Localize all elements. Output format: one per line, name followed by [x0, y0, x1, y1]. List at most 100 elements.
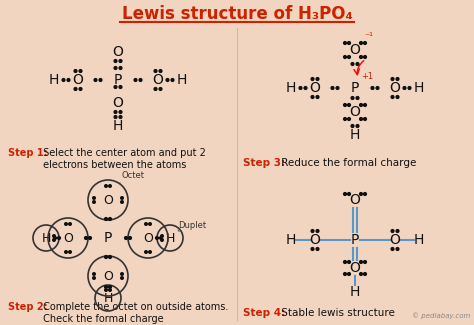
Circle shape: [356, 63, 359, 65]
Circle shape: [145, 223, 147, 225]
Circle shape: [360, 118, 363, 120]
Circle shape: [161, 239, 164, 241]
Circle shape: [344, 193, 346, 195]
Circle shape: [134, 79, 137, 81]
Circle shape: [360, 104, 363, 106]
Circle shape: [347, 56, 350, 58]
Circle shape: [391, 96, 394, 98]
Circle shape: [109, 286, 111, 288]
Circle shape: [171, 79, 174, 81]
Circle shape: [364, 118, 366, 120]
Circle shape: [69, 251, 71, 253]
Circle shape: [79, 70, 82, 72]
Circle shape: [105, 289, 107, 291]
Circle shape: [99, 79, 102, 81]
Text: O: O: [349, 193, 360, 207]
Circle shape: [121, 277, 123, 279]
Text: O: O: [112, 96, 123, 110]
Circle shape: [121, 273, 123, 275]
Circle shape: [62, 79, 65, 81]
Text: O: O: [112, 45, 123, 59]
Text: Stable lewis structure: Stable lewis structure: [278, 308, 395, 318]
Circle shape: [304, 86, 307, 89]
Text: P: P: [114, 73, 122, 87]
Text: O: O: [103, 269, 113, 282]
Text: Octet: Octet: [122, 171, 145, 180]
Text: H: H: [165, 231, 175, 244]
Circle shape: [347, 261, 350, 263]
Circle shape: [53, 235, 55, 237]
Circle shape: [311, 96, 314, 98]
Text: H: H: [113, 119, 123, 133]
Circle shape: [316, 96, 319, 98]
Circle shape: [94, 79, 97, 81]
Circle shape: [331, 86, 334, 89]
Circle shape: [149, 223, 151, 225]
Circle shape: [360, 42, 363, 45]
Circle shape: [360, 273, 363, 275]
Circle shape: [114, 111, 117, 113]
Circle shape: [364, 104, 366, 106]
Circle shape: [114, 116, 117, 118]
Circle shape: [371, 86, 374, 89]
Text: H: H: [286, 81, 296, 95]
Circle shape: [105, 185, 107, 187]
Text: Lewis structure of H₃PO₄: Lewis structure of H₃PO₄: [121, 5, 353, 23]
Circle shape: [161, 235, 164, 237]
Circle shape: [89, 237, 91, 240]
Circle shape: [356, 97, 359, 99]
Circle shape: [154, 70, 157, 72]
Text: O: O: [143, 231, 153, 244]
Circle shape: [53, 239, 55, 241]
Circle shape: [364, 273, 366, 275]
Circle shape: [344, 42, 346, 45]
Circle shape: [105, 255, 108, 258]
Text: H: H: [350, 128, 360, 142]
Circle shape: [79, 88, 82, 90]
Circle shape: [119, 116, 122, 118]
Text: +1: +1: [361, 72, 373, 81]
Circle shape: [145, 251, 147, 253]
Circle shape: [84, 237, 87, 240]
Circle shape: [396, 229, 399, 232]
Circle shape: [121, 197, 123, 199]
Text: P: P: [351, 81, 359, 95]
Circle shape: [408, 86, 411, 89]
Circle shape: [311, 78, 314, 80]
Text: O: O: [310, 233, 320, 247]
Circle shape: [391, 78, 394, 80]
Circle shape: [93, 201, 95, 203]
Text: H: H: [177, 73, 187, 87]
Text: H: H: [41, 231, 51, 244]
Circle shape: [347, 104, 350, 106]
Circle shape: [154, 88, 157, 90]
Circle shape: [311, 248, 314, 250]
Circle shape: [119, 67, 122, 70]
Circle shape: [160, 237, 163, 240]
Circle shape: [396, 248, 399, 250]
Circle shape: [351, 124, 354, 127]
Circle shape: [351, 63, 354, 65]
Circle shape: [93, 197, 95, 199]
Text: Step 1:: Step 1:: [8, 148, 47, 158]
Text: Complete the octet on outside atoms.
 Check the formal charge: Complete the octet on outside atoms. Che…: [40, 302, 228, 324]
Circle shape: [351, 97, 354, 99]
Text: Select the center atom and put 2
 electrons between the atoms: Select the center atom and put 2 electro…: [40, 148, 206, 170]
Text: O: O: [103, 193, 113, 206]
Circle shape: [344, 118, 346, 120]
Circle shape: [74, 70, 77, 72]
Circle shape: [139, 79, 142, 81]
Text: O: O: [310, 81, 320, 95]
Text: H: H: [49, 73, 59, 87]
Circle shape: [109, 185, 111, 187]
Circle shape: [114, 85, 117, 88]
Circle shape: [403, 86, 406, 89]
Circle shape: [356, 124, 359, 127]
Text: P: P: [351, 233, 359, 247]
Circle shape: [155, 237, 158, 240]
Circle shape: [396, 96, 399, 98]
Circle shape: [311, 229, 314, 232]
Circle shape: [105, 218, 108, 220]
Circle shape: [125, 237, 128, 240]
Circle shape: [159, 70, 162, 72]
